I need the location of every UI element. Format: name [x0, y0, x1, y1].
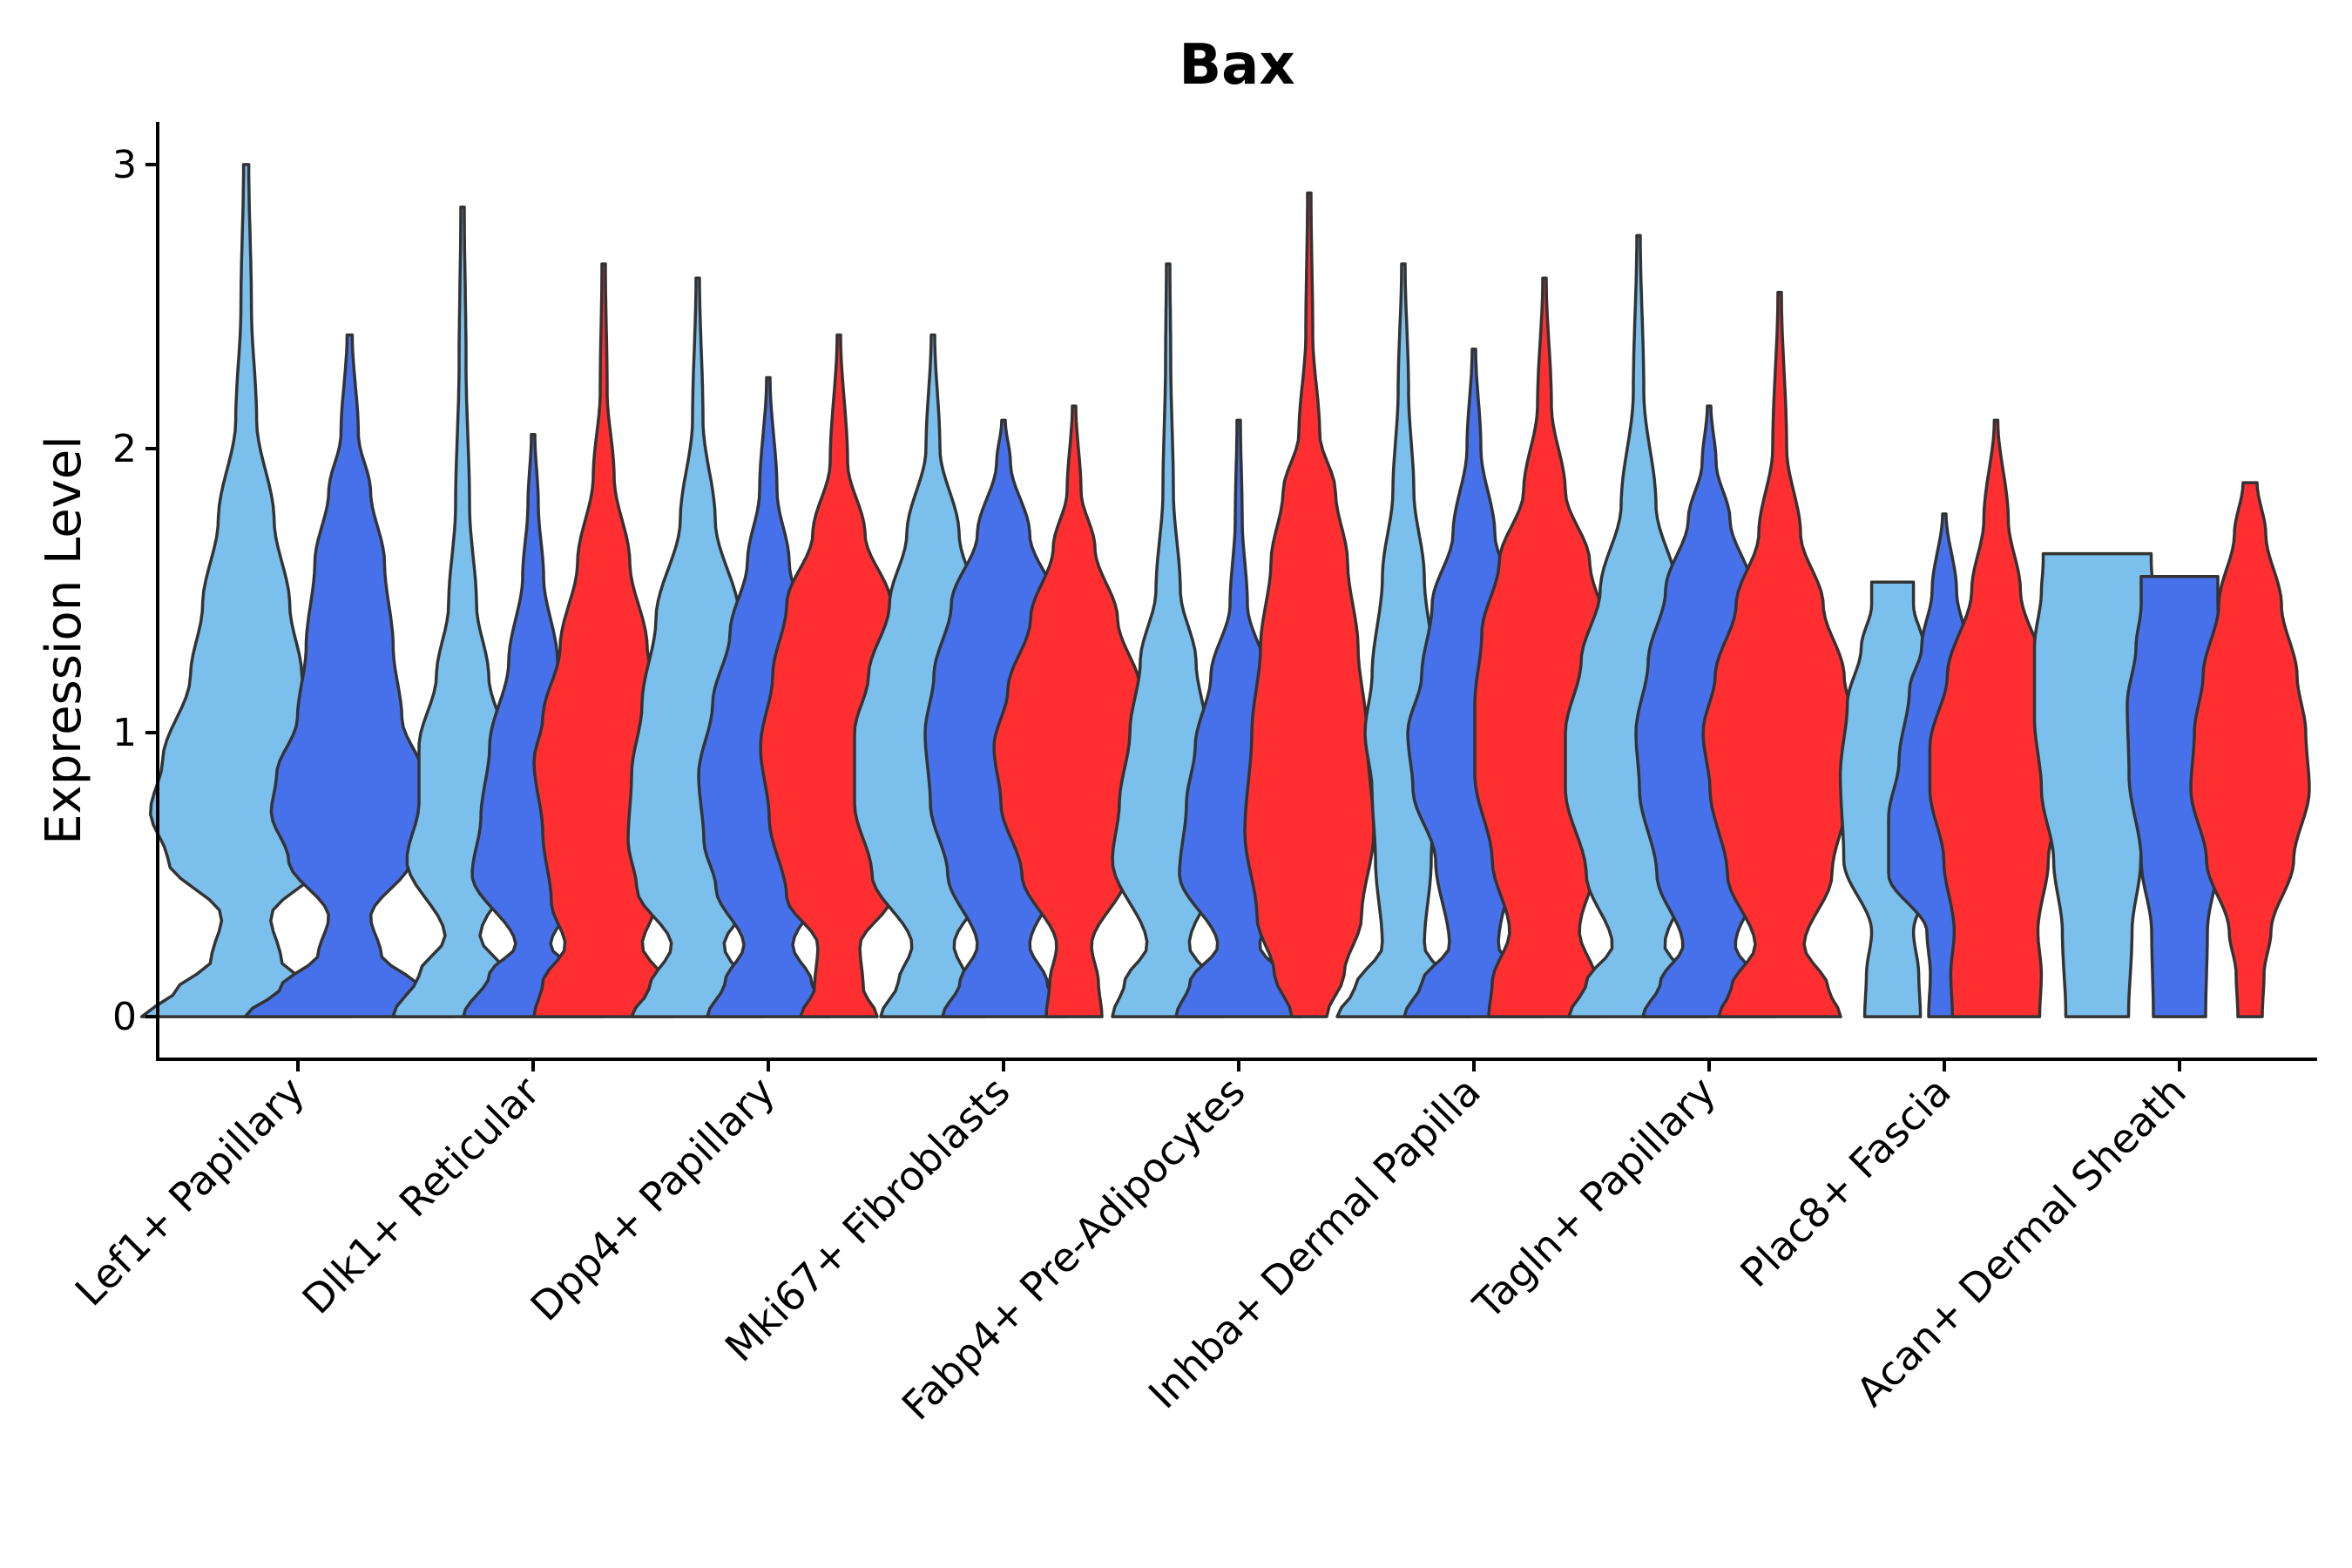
x-tick-label: Lef1+ Papillary [66, 1068, 314, 1315]
y-tick-label: 3 [112, 143, 137, 187]
violin-red [1243, 191, 1375, 1018]
violin-red [2189, 481, 2311, 1018]
x-tick-label: Tagln+ Papillary [1463, 1068, 1725, 1329]
x-tick-label: Dlk1+ Reticular [294, 1068, 549, 1323]
violins-layer [139, 163, 2311, 1018]
y-tick-label: 2 [112, 427, 137, 471]
x-tick-label: Dpp4+ Papillary [522, 1068, 784, 1330]
chart-title: Bax [1179, 33, 1294, 98]
x-tick-label: Plac8+ Fascia [1731, 1068, 1959, 1296]
y-tick-label: 1 [112, 711, 137, 755]
y-axis-label: Expression Level [36, 436, 92, 845]
y-tick-label: 0 [112, 995, 137, 1039]
y-axis-ticks: 0 1 2 3 [112, 143, 158, 1039]
